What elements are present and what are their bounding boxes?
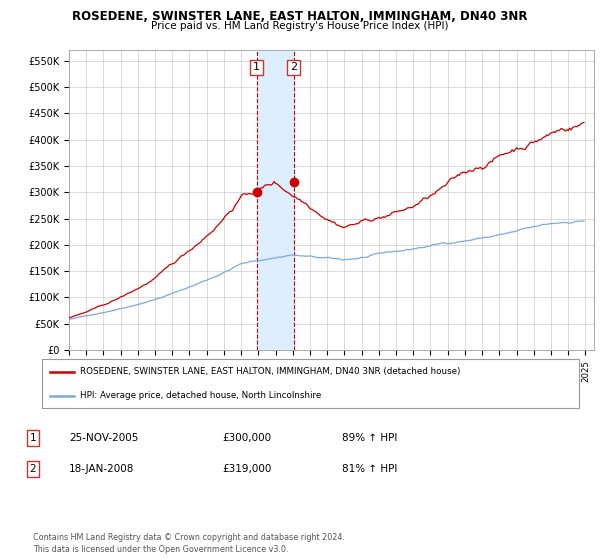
Text: 81% ↑ HPI: 81% ↑ HPI (342, 464, 397, 474)
Text: ROSEDENE, SWINSTER LANE, EAST HALTON, IMMINGHAM, DN40 3NR (detached house): ROSEDENE, SWINSTER LANE, EAST HALTON, IM… (80, 367, 460, 376)
Text: HPI: Average price, detached house, North Lincolnshire: HPI: Average price, detached house, Nort… (80, 391, 321, 400)
Text: Price paid vs. HM Land Registry's House Price Index (HPI): Price paid vs. HM Land Registry's House … (151, 21, 449, 31)
Text: 2: 2 (290, 62, 297, 72)
FancyBboxPatch shape (42, 360, 579, 408)
Text: 18-JAN-2008: 18-JAN-2008 (69, 464, 134, 474)
Text: 2: 2 (29, 464, 37, 474)
Text: £319,000: £319,000 (222, 464, 271, 474)
Text: ROSEDENE, SWINSTER LANE, EAST HALTON, IMMINGHAM, DN40 3NR: ROSEDENE, SWINSTER LANE, EAST HALTON, IM… (72, 10, 528, 23)
Text: 1: 1 (253, 62, 260, 72)
Text: 89% ↑ HPI: 89% ↑ HPI (342, 433, 397, 443)
Text: 25-NOV-2005: 25-NOV-2005 (69, 433, 139, 443)
Text: 1: 1 (29, 433, 37, 443)
Text: Contains HM Land Registry data © Crown copyright and database right 2024.
This d: Contains HM Land Registry data © Crown c… (33, 533, 345, 554)
Bar (257, 50, 293, 350)
Text: £300,000: £300,000 (222, 433, 271, 443)
